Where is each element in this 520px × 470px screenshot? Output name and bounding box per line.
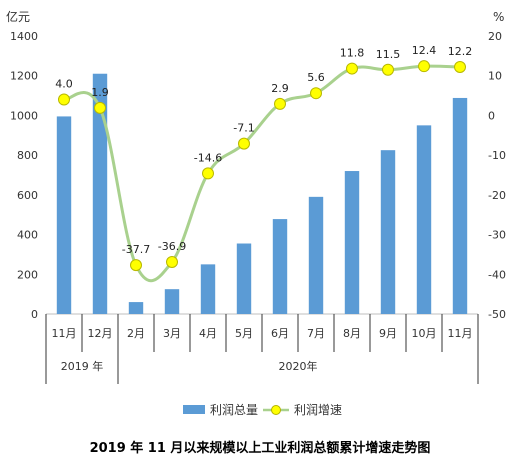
category-label: 12月 <box>88 327 113 340</box>
left-tick-label: 1200 <box>10 70 38 83</box>
labels-layer: 4.0 1.9 -37.7 -36.9 -14.6 -7.1 2.9 5.6 11.8 11.5 1… <box>55 44 472 256</box>
growth-marker <box>454 60 466 73</box>
growth-data-label: 11.8 <box>340 47 365 60</box>
category-label: 9月 <box>379 327 397 340</box>
growth-marker <box>418 60 430 73</box>
growth-data-label: 12.2 <box>448 45 473 58</box>
growth-data-label: 2.9 <box>271 82 289 95</box>
category-label: 10月 <box>412 327 437 340</box>
growth-data-label: 12.4 <box>412 44 437 57</box>
axes-layer: 亿元 %0200400600800100012001400-50-40-30-20… <box>6 9 506 384</box>
left-tick-label: 600 <box>17 189 38 202</box>
right-tick-label: -50 <box>488 308 506 321</box>
bar <box>452 97 468 314</box>
line-layer <box>58 60 466 283</box>
legend: 利润总量 利润增速 <box>183 403 342 417</box>
growth-marker <box>58 93 70 106</box>
bar <box>128 302 144 314</box>
growth-marker <box>166 255 178 268</box>
bar <box>236 243 252 314</box>
legend-bar-label: 利润总量 <box>210 403 258 417</box>
left-tick-label: 400 <box>17 229 38 242</box>
growth-data-label: -36.9 <box>158 240 186 253</box>
year-label: 2019 年 <box>61 359 104 373</box>
category-label: 11月 <box>52 327 77 340</box>
bars-layer <box>56 73 468 315</box>
bar <box>164 289 180 314</box>
left-tick-label: 1400 <box>10 30 38 43</box>
chart-title: 2019 年 11 月以来规模以上工业利润总额累计增速走势图 <box>90 440 431 456</box>
bar <box>308 196 324 314</box>
category-label: 5月 <box>235 327 253 340</box>
legend-line-marker <box>271 405 281 415</box>
growth-marker <box>94 101 106 114</box>
growth-marker <box>274 97 286 110</box>
growth-data-label: -14.6 <box>194 151 222 164</box>
bar <box>344 171 360 314</box>
left-axis-unit: 亿元 <box>6 9 30 24</box>
left-tick-label: 800 <box>17 149 38 162</box>
year-label: 2020年 <box>279 359 318 373</box>
right-tick-label: -20 <box>488 189 506 202</box>
left-tick-label: 200 <box>17 268 38 281</box>
category-label: 11月 <box>448 327 473 340</box>
category-label: 6月 <box>271 327 289 340</box>
growth-marker <box>382 63 394 76</box>
left-tick-label: 0 <box>31 308 38 321</box>
bar <box>380 150 396 314</box>
right-tick-label: 0 <box>488 109 495 122</box>
category-label: 2月 <box>127 327 145 340</box>
right-tick-label: -10 <box>488 149 506 162</box>
bar <box>56 116 72 315</box>
growth-marker <box>130 259 142 272</box>
right-tick-label: -30 <box>488 229 506 242</box>
right-tick-label: 10 <box>488 70 502 83</box>
growth-data-label: 4.0 <box>55 78 73 91</box>
growth-data-label: 1.9 <box>91 86 109 99</box>
category-label: 7月 <box>307 327 325 340</box>
legend-bar-swatch <box>183 405 205 414</box>
legend-line-label: 利润增速 <box>294 403 342 417</box>
growth-data-label: 11.5 <box>376 48 401 61</box>
growth-data-label: 5.6 <box>307 71 325 84</box>
growth-data-label: -37.7 <box>122 243 150 256</box>
growth-data-label: -7.1 <box>233 122 254 135</box>
bar <box>416 125 432 314</box>
right-tick-label: -40 <box>488 268 506 281</box>
left-tick-label: 1000 <box>10 109 38 122</box>
category-label: 4月 <box>199 327 217 340</box>
bar <box>272 219 288 314</box>
right-tick-label: 20 <box>488 30 502 43</box>
bar <box>92 73 108 314</box>
growth-marker <box>238 137 250 150</box>
growth-marker <box>310 87 322 100</box>
category-label: 3月 <box>163 327 181 340</box>
growth-marker <box>346 62 358 75</box>
bar <box>200 264 216 314</box>
right-axis-unit: % <box>493 10 504 24</box>
category-label: 8月 <box>343 327 361 340</box>
growth-marker <box>202 167 214 180</box>
